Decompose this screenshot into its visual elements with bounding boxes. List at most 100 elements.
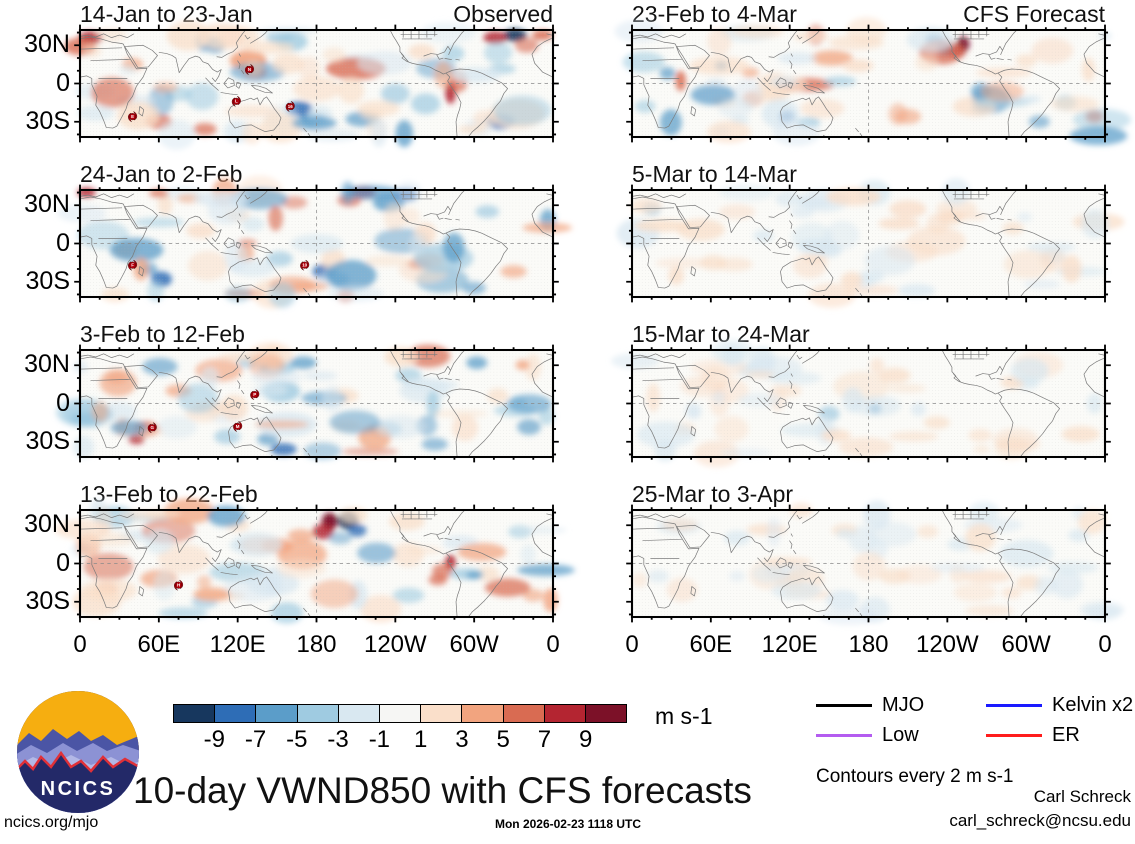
legend-label: Kelvin x2 xyxy=(1052,694,1134,716)
colorbar-cell xyxy=(585,705,627,722)
panel-border xyxy=(630,28,1107,139)
panel-corner-label: CFS Forecast xyxy=(963,1,1105,27)
lat-tick-label: 30S xyxy=(25,426,70,455)
svg-text:H: H xyxy=(177,583,180,588)
map-panel: H xyxy=(54,498,575,624)
panel-title: 5-Mar to 14-Mar xyxy=(632,161,797,187)
cyclone-marker: H xyxy=(174,579,183,591)
legend-line-mjo xyxy=(816,704,872,707)
lon-tick-label: 60W xyxy=(449,631,499,658)
axis-ticks xyxy=(626,24,1111,143)
lat-tick-label: 0 xyxy=(56,548,70,577)
svg-text:F: F xyxy=(131,263,134,268)
map-panel xyxy=(610,339,1111,468)
site-link[interactable]: ncics.org/mjo xyxy=(4,814,99,831)
colorbar-tick-label: 5 xyxy=(496,726,510,753)
panel-title: 23-Feb to 4-Mar xyxy=(632,1,797,27)
panel-title: 24-Jan to 2-Feb xyxy=(80,161,243,187)
lon-tick-label: 180 xyxy=(296,631,337,658)
colorbar-cell xyxy=(503,705,545,722)
colorbar-tick-label: 3 xyxy=(455,726,469,753)
map-panel: P G M xyxy=(56,342,559,463)
axis-ticks xyxy=(626,504,1111,623)
colorbar-cell xyxy=(215,705,257,722)
svg-text:N: N xyxy=(248,67,251,72)
svg-text:10: 10 xyxy=(302,263,308,268)
cyclone-marker: 10 xyxy=(300,259,310,271)
panel-border xyxy=(630,188,1107,299)
lat-tick-label: 30S xyxy=(25,586,70,615)
ncics-logo: NCICS xyxy=(17,691,139,813)
colorbar-tick-label: -5 xyxy=(286,726,308,753)
panel-title: 14-Jan to 23-Jan xyxy=(80,1,253,27)
contour-note: Contours every 2 m s-1 xyxy=(816,766,1014,787)
lat-tick-label: 30N xyxy=(24,510,70,539)
legend-label: ER xyxy=(1052,724,1080,746)
lat-tick-label: 0 xyxy=(56,228,70,257)
lat-tick-label: 30S xyxy=(25,106,70,135)
colorbar-cell xyxy=(544,705,586,722)
legend-line-kelvin-x2 xyxy=(986,704,1042,707)
timestamp: Mon 2026-02-23 1118 UTC xyxy=(494,817,642,831)
colorbar-unit-label: m s-1 xyxy=(655,703,713,729)
svg-text:L: L xyxy=(235,99,238,104)
panel-title: 25-Mar to 3-Apr xyxy=(632,481,794,507)
svg-text:M: M xyxy=(236,424,240,429)
axis-ticks xyxy=(626,184,1111,303)
colorbar-tick-label: -9 xyxy=(203,726,225,753)
lon-tick-label: 60E xyxy=(689,631,733,658)
lon-tick-label: 0 xyxy=(546,631,560,658)
panel-border xyxy=(78,348,555,459)
svg-text:E: E xyxy=(131,114,134,119)
credit-name: Carl Schreck xyxy=(1033,787,1131,806)
axis-ticks xyxy=(74,24,559,143)
cyclone-marker: N xyxy=(245,64,254,75)
colorbar-cell xyxy=(421,705,463,722)
lon-tick-label: 0 xyxy=(1098,631,1112,658)
panel-border xyxy=(630,348,1107,459)
colorbar-tick-label: 7 xyxy=(537,726,552,753)
legend-line-er xyxy=(986,734,1042,737)
cyclone-marker: P xyxy=(250,389,260,401)
colorbar-tick-label: 9 xyxy=(579,726,593,753)
svg-text:16: 16 xyxy=(288,104,294,109)
panel-border xyxy=(78,28,555,139)
panel-border xyxy=(78,188,555,299)
cyclone-marker: L xyxy=(231,95,241,107)
cyclone-marker: F xyxy=(128,259,137,271)
colorbar-cell xyxy=(338,705,380,722)
axis-ticks xyxy=(74,504,559,623)
cyclone-marker: G xyxy=(147,422,157,434)
colorbar-tick-label: -1 xyxy=(368,726,391,753)
axis-ticks xyxy=(626,344,1111,463)
panel-corner-label: Observed xyxy=(453,1,553,27)
logo-ridge-line xyxy=(17,750,139,813)
lon-tick-label: 120W xyxy=(363,631,427,658)
lon-tick-label: 120W xyxy=(915,631,979,658)
lat-tick-label: 30N xyxy=(24,190,70,219)
map-panel xyxy=(614,17,1132,147)
lat-tick-label: 30N xyxy=(24,30,70,59)
svg-text:G: G xyxy=(151,425,155,430)
colorbar-tick-label: 1 xyxy=(413,726,428,753)
legend-line-low xyxy=(816,734,872,737)
lon-tick-label: 0 xyxy=(625,631,639,658)
colorbar-cell xyxy=(297,705,339,722)
colorbar-cell xyxy=(174,705,216,722)
lon-tick-label: 0 xyxy=(73,631,87,658)
map-panel: F 10 xyxy=(57,175,572,309)
cyclone-marker: 16 xyxy=(285,100,295,112)
lon-tick-label: 60W xyxy=(1001,631,1051,658)
map-panel xyxy=(626,500,1125,626)
lat-tick-label: 30S xyxy=(25,266,70,295)
credit-email[interactable]: carl_schreck@ncsu.edu xyxy=(949,811,1131,830)
colorbar-cell xyxy=(462,705,504,722)
lat-tick-label: 0 xyxy=(56,388,70,417)
axis-ticks xyxy=(74,184,559,303)
map-panel xyxy=(616,178,1125,308)
axis-ticks xyxy=(74,344,559,463)
logo-text: NCICS xyxy=(41,778,116,800)
map-panel: N L 16 E xyxy=(64,20,559,150)
colorbar-cell xyxy=(256,705,298,722)
